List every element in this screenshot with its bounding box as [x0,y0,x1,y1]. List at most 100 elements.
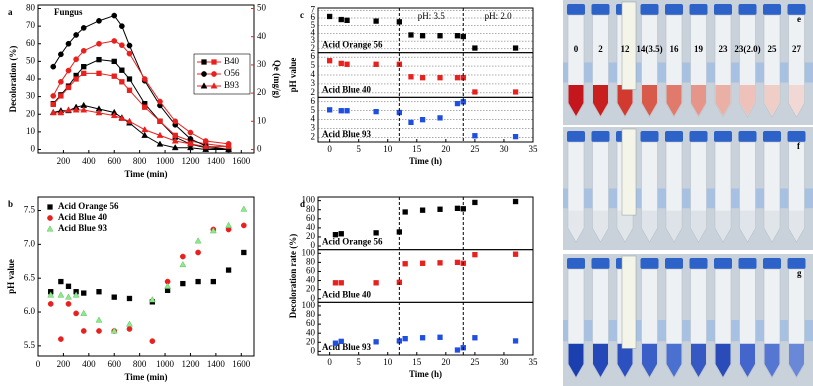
point [332,280,339,286]
point [338,60,344,67]
point [187,140,194,147]
subplot-label: Acid Orange 56 [322,237,383,247]
x-tick-label: 800 [133,359,147,369]
tube-liquid [617,343,633,377]
subplot-label: Acid Blue 40 [322,289,372,299]
point [80,25,87,31]
point [419,75,426,81]
tube-cap [591,258,610,269]
legend-marker [210,82,218,89]
point [96,328,102,334]
point [65,84,72,91]
point [65,283,72,289]
point [172,118,179,125]
tube-cap [714,4,732,15]
tube-graduated [621,128,637,216]
point [81,64,87,70]
y-tick-label: 20 [306,284,316,294]
y-tick-label: 7 [311,4,316,14]
point [338,231,344,237]
point [164,282,172,289]
point [344,108,350,114]
point [58,278,64,285]
y-axis-title: pH value [6,259,16,294]
point [65,40,72,47]
point [402,336,408,342]
point [187,129,194,136]
point [72,106,80,113]
tube-cap [640,4,659,15]
point [419,117,426,123]
point [110,327,118,334]
x-tick-label: 1600 [232,359,251,369]
tube-liquid [715,85,731,116]
point [332,340,339,346]
point [454,33,461,39]
y-tick-label: 2 [311,87,316,97]
tube-liquid [789,85,804,116]
y-tick-label: 5 [311,60,316,70]
y-axis-title: Decoloration (%) [8,46,18,113]
point [58,336,64,342]
y-tick-label: 0 [31,144,36,154]
x-tick-label: 5 [356,144,361,154]
y-tick-label: 5 [311,105,316,115]
point [119,42,125,49]
panel-label: f [797,141,801,151]
point [419,207,426,213]
point [126,295,133,302]
y-tick-label: 6.5 [24,272,36,282]
x-tick-label: 20 [441,144,451,154]
y-tick-label: 0 [311,293,316,303]
x-tick-label: 0 [327,144,332,154]
x-tick-label: 15 [412,144,422,154]
point [512,251,519,257]
point [126,320,133,327]
point [202,138,209,144]
y2-tick-label: 0 [257,144,262,154]
point [454,259,461,266]
point [110,111,118,119]
point [126,87,133,93]
legend-marker [211,71,217,77]
tube-liquid [740,343,755,377]
y-tick-label: 30 [26,91,36,101]
point [58,78,64,85]
annotation: pH: 2.0 [485,11,513,21]
point [454,75,461,81]
point [57,109,65,116]
point [73,56,79,63]
y-tick-label: 10 [26,126,36,136]
tube-cap [567,258,585,269]
tube-liquid [568,210,584,241]
tube-label: 25 [768,44,778,54]
point [73,76,79,82]
point [119,67,125,73]
y2-tick-label: 10 [257,115,267,125]
point [58,51,64,58]
point [126,76,133,82]
point [65,293,72,300]
point [437,33,443,39]
point [65,301,72,307]
tube-liquid [642,210,657,241]
y-tick-label: 50 [26,55,36,65]
y-tick-label: 4 [311,114,316,124]
x-tick-label: 400 [82,359,96,369]
point [338,16,344,23]
point [344,61,350,67]
point [338,280,344,286]
subplot-label: Acid Blue 93 [322,342,372,352]
x-tick-label: 1200 [181,156,200,166]
x-tick-label: 30 [499,357,509,367]
x-tick-label: 25 [470,357,480,367]
tube-label: 23 [719,44,729,54]
tube-graduated [621,1,637,90]
point [437,75,443,81]
x-tick-label: 1400 [207,156,226,166]
tube-liquid [593,85,608,116]
point [326,13,333,20]
y-tick-label: 80 [306,256,316,266]
panel-label: g [797,268,802,278]
x-axis-title: Time (h) [409,156,442,166]
